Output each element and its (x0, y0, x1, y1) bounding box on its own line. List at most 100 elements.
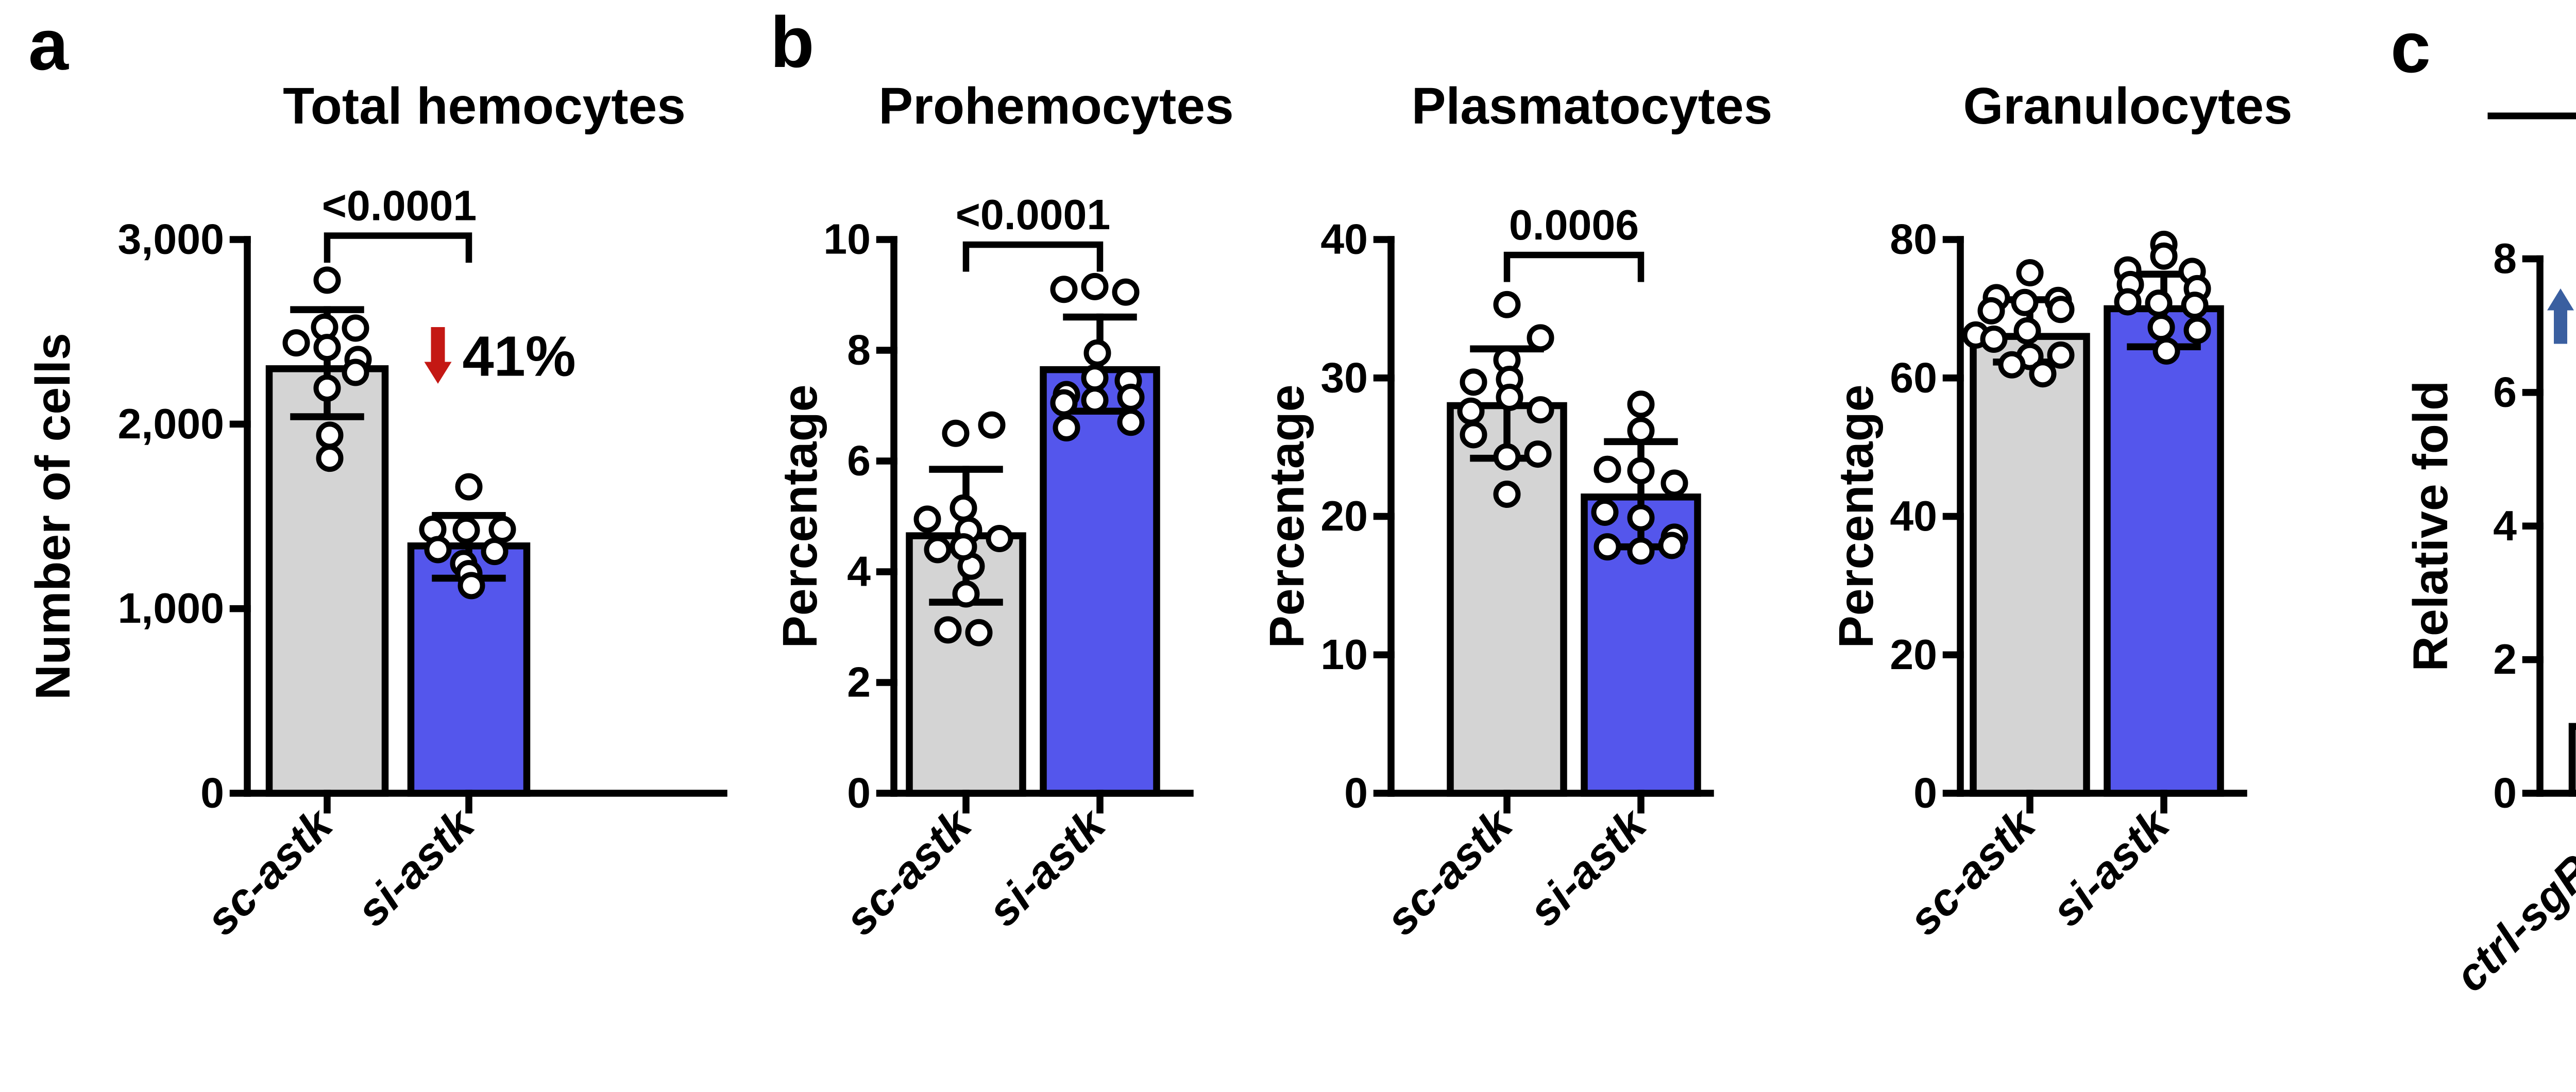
data-point (1630, 540, 1652, 562)
x-category-label: si-astk (347, 798, 485, 936)
data-point (1664, 472, 1686, 494)
data-point (989, 527, 1011, 550)
data-point (1056, 417, 1078, 439)
bar-si-astk (2107, 309, 2221, 793)
data-point (2150, 316, 2173, 338)
y-tick-label: 2,000 (118, 400, 224, 448)
data-point (1527, 443, 1549, 465)
p-value: <0.0001 (956, 191, 1111, 238)
y-tick-label: 0 (200, 770, 224, 817)
data-point (1084, 389, 1106, 411)
data-point (345, 362, 367, 384)
data-point (2016, 320, 2039, 342)
data-point (492, 518, 514, 540)
panel-label-b: b (770, 2, 815, 82)
data-point (1499, 386, 1521, 408)
y-tick-label: 6 (2493, 368, 2517, 416)
data-point (2187, 319, 2209, 342)
data-point (1983, 328, 2005, 350)
y-tick-label: 10 (1320, 631, 1368, 678)
data-point (953, 497, 975, 519)
chart-prohemocytes: 0246810Percentagesc-astksi-astkProhemocy… (773, 77, 1234, 945)
percent-annotation: 277% (2547, 288, 2576, 348)
data-point (316, 269, 338, 291)
data-point (2184, 294, 2206, 316)
p-value: 0.0006 (1509, 201, 1639, 249)
y-tick-label: 40 (1320, 216, 1368, 263)
bar-ctrl-sgRNA (2572, 726, 2576, 793)
data-point (461, 574, 483, 596)
data-point (1496, 483, 1518, 505)
data-point (2050, 298, 2072, 320)
y-tick-label: 6 (847, 437, 871, 485)
x-category-label: ctrl-sgRNA (2445, 799, 2576, 1001)
data-point (1120, 386, 1142, 408)
data-point (1630, 393, 1652, 415)
data-point (2014, 292, 2036, 314)
significance-bracket (327, 236, 469, 263)
percent-label: 41% (463, 325, 576, 388)
data-point (484, 540, 506, 562)
data-point (1115, 281, 1137, 303)
data-point (1463, 371, 1485, 393)
y-tick-label: 20 (1320, 492, 1368, 540)
data-point (1084, 276, 1106, 298)
data-point (1496, 446, 1518, 468)
chart-title: Plasmatocytes (1412, 77, 1772, 135)
data-point (1597, 536, 1619, 558)
data-point (319, 447, 341, 469)
y-tick-label: 0 (847, 770, 871, 817)
y-tick-label: 0 (1913, 770, 1937, 817)
y-axis-title: Percentage (1260, 384, 1314, 648)
data-point (927, 539, 949, 561)
p-value: <0.0001 (322, 182, 477, 230)
data-point (1597, 458, 1619, 481)
data-point (917, 508, 939, 530)
data-point (1084, 367, 1106, 389)
panel-label-c: c (2391, 7, 2431, 88)
y-tick-label: 4 (847, 548, 871, 595)
data-point (968, 622, 990, 644)
data-point (1630, 459, 1652, 482)
y-tick-label: 2 (847, 659, 871, 706)
chart-title: Granulocytes (1963, 77, 2292, 135)
y-axis-title: Relative fold (2403, 381, 2458, 672)
y-axis-title: Percentage (1829, 384, 1884, 648)
x-category-label: sc-astk (1899, 798, 2046, 945)
data-point (1087, 342, 1109, 364)
x-category-label: si-astk (1519, 798, 1657, 936)
data-point (316, 336, 338, 359)
data-point (1594, 501, 1616, 523)
data-point (2019, 262, 2041, 284)
panel-label-a: a (28, 4, 69, 85)
chart-title: Prohemocytes (878, 77, 1233, 135)
data-point (1661, 534, 1683, 556)
x-category-label: sc-astk (1376, 798, 1523, 945)
y-tick-label: 4 (2493, 502, 2517, 550)
y-tick-label: 0 (2493, 770, 2517, 817)
data-point (2153, 245, 2175, 267)
data-point (319, 424, 341, 446)
y-tick-label: 3,000 (118, 216, 224, 263)
x-category-label: si-astk (2042, 798, 2180, 936)
percent-annotation: 41% (425, 325, 576, 388)
arrow-down-icon (425, 327, 452, 384)
y-tick-label: 30 (1320, 354, 1368, 401)
y-tick-label: 8 (847, 327, 871, 374)
arrow-up-icon (2547, 288, 2574, 344)
data-point (2117, 291, 2139, 313)
data-point (2032, 363, 2054, 385)
y-tick-label: 8 (2493, 235, 2517, 282)
y-axis-title: Percentage (773, 384, 827, 648)
data-point (1120, 411, 1142, 433)
data-point (455, 519, 478, 541)
y-tick-label: 0 (1344, 770, 1368, 817)
data-point (345, 317, 367, 339)
data-point (955, 583, 977, 605)
data-point (953, 536, 975, 558)
data-point (981, 414, 1003, 436)
